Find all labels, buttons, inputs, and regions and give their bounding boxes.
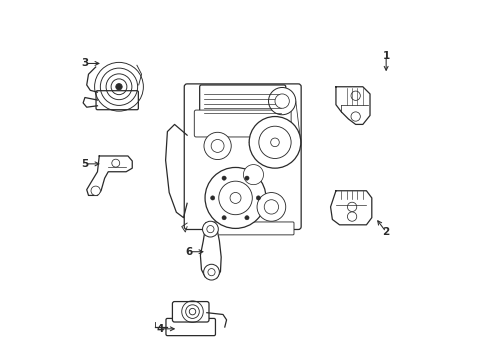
Circle shape [116, 84, 122, 90]
Circle shape [206, 226, 214, 233]
Polygon shape [83, 98, 97, 107]
Polygon shape [330, 191, 371, 225]
Circle shape [207, 269, 215, 276]
FancyBboxPatch shape [194, 110, 290, 137]
Polygon shape [86, 156, 132, 195]
Circle shape [218, 181, 252, 215]
Text: 3: 3 [81, 58, 88, 68]
Polygon shape [200, 223, 221, 279]
Circle shape [222, 216, 226, 220]
Circle shape [211, 139, 224, 152]
Circle shape [350, 112, 360, 121]
Circle shape [112, 159, 120, 167]
FancyBboxPatch shape [199, 85, 285, 117]
FancyBboxPatch shape [172, 302, 208, 322]
Circle shape [268, 87, 295, 115]
Circle shape [346, 202, 356, 212]
Circle shape [91, 186, 100, 195]
Circle shape [346, 212, 356, 221]
Text: 6: 6 [185, 247, 192, 257]
Circle shape [270, 138, 279, 147]
Circle shape [222, 176, 226, 180]
Circle shape [203, 264, 219, 280]
Circle shape [258, 126, 290, 158]
Text: 2: 2 [382, 227, 389, 237]
Polygon shape [335, 87, 369, 125]
Circle shape [274, 94, 289, 108]
FancyBboxPatch shape [96, 91, 138, 110]
Circle shape [350, 91, 360, 100]
Circle shape [257, 193, 285, 221]
Circle shape [202, 221, 218, 237]
Text: 4: 4 [156, 324, 163, 334]
Circle shape [203, 132, 231, 159]
FancyBboxPatch shape [165, 319, 215, 336]
FancyBboxPatch shape [184, 84, 301, 229]
Circle shape [243, 165, 263, 185]
Circle shape [210, 196, 214, 200]
Text: 1: 1 [382, 51, 389, 61]
Text: 5: 5 [81, 159, 88, 169]
Circle shape [249, 117, 300, 168]
Circle shape [244, 176, 248, 180]
Circle shape [204, 167, 265, 228]
Circle shape [264, 200, 278, 214]
Circle shape [244, 216, 248, 220]
Circle shape [256, 196, 260, 200]
FancyBboxPatch shape [212, 222, 293, 235]
Circle shape [229, 193, 241, 203]
